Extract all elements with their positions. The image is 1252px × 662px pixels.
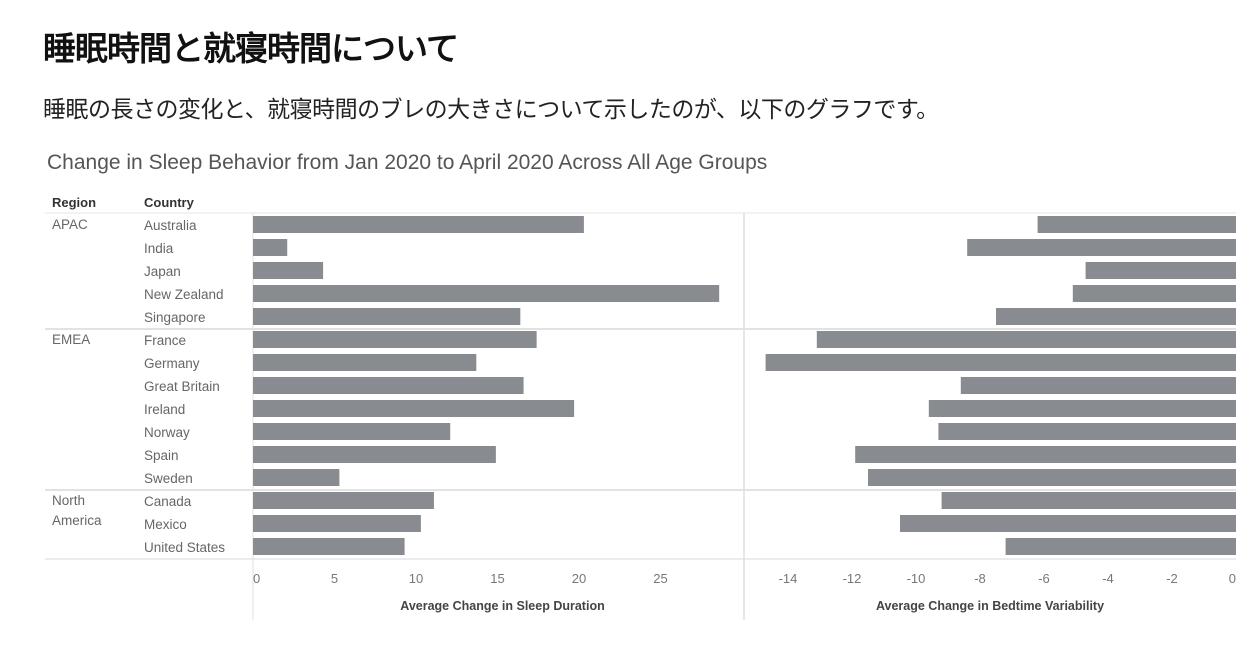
country-label: Great Britain bbox=[144, 379, 220, 394]
bedtime-variability-bar bbox=[928, 400, 1236, 417]
sleep-duration-bar bbox=[253, 446, 496, 463]
x-tick-label: 25 bbox=[653, 571, 667, 586]
bedtime-variability-bar bbox=[967, 239, 1236, 256]
region-label: EMEA bbox=[52, 332, 90, 347]
x-tick-label: 10 bbox=[409, 571, 423, 586]
page-heading: 睡眠時間と就寝時間について bbox=[43, 29, 459, 68]
country-label: India bbox=[144, 241, 174, 256]
x-tick-label: -10 bbox=[907, 571, 926, 586]
bedtime-variability-bar bbox=[900, 515, 1236, 532]
bedtime-variability-bar bbox=[960, 377, 1236, 394]
bedtime-variability-bar bbox=[816, 331, 1236, 348]
country-label: Spain bbox=[144, 448, 179, 463]
sleep-duration-bar bbox=[253, 492, 434, 509]
x-tick-label: -2 bbox=[1166, 571, 1178, 586]
country-label: United States bbox=[144, 540, 225, 555]
bedtime-variability-bar bbox=[938, 423, 1236, 440]
region-label: America bbox=[52, 513, 102, 528]
bedtime-variability-bar bbox=[855, 446, 1236, 463]
country-label: Ireland bbox=[144, 402, 185, 417]
x-tick-label: 5 bbox=[331, 571, 338, 586]
region-label: North bbox=[52, 493, 85, 508]
x-tick-label: -12 bbox=[843, 571, 862, 586]
country-label: Norway bbox=[144, 425, 190, 440]
chart-title: Change in Sleep Behavior from Jan 2020 t… bbox=[47, 151, 768, 174]
sleep-duration-bar bbox=[253, 423, 451, 440]
bedtime-variability-bar bbox=[941, 492, 1236, 509]
page-subtitle: 睡眠の長さの変化と、就寝時間のブレの大きさについて示したのが、以下のグラフです。 bbox=[43, 97, 939, 123]
country-label: New Zealand bbox=[144, 287, 224, 302]
sleep-duration-bar bbox=[253, 331, 537, 348]
x-tick-label: 0 bbox=[253, 571, 260, 586]
sleep-duration-bar bbox=[253, 308, 521, 325]
country-label: Mexico bbox=[144, 517, 187, 532]
country-label: Germany bbox=[144, 356, 200, 371]
sleep-duration-bar bbox=[253, 216, 584, 233]
sleep-duration-bar bbox=[253, 354, 477, 371]
country-label: Singapore bbox=[144, 310, 206, 325]
x-tick-label: 0 bbox=[1229, 571, 1236, 586]
bedtime-variability-bar bbox=[1005, 538, 1236, 555]
bedtime-variability-bar bbox=[868, 469, 1236, 486]
x-axis-title-bedtime-variability: Average Change in Bedtime Variability bbox=[876, 599, 1104, 613]
country-label: Sweden bbox=[144, 471, 193, 486]
sleep-duration-bar bbox=[253, 285, 720, 302]
sleep-duration-bar bbox=[253, 469, 340, 486]
sleep-duration-bar bbox=[253, 262, 324, 279]
x-tick-label: -8 bbox=[974, 571, 986, 586]
sleep-duration-bar bbox=[253, 400, 575, 417]
country-label: France bbox=[144, 333, 186, 348]
region-label: APAC bbox=[52, 217, 88, 232]
bedtime-variability-bar bbox=[1072, 285, 1236, 302]
country-label: Canada bbox=[144, 494, 192, 509]
sleep-duration-bar bbox=[253, 515, 421, 532]
x-tick-label: -4 bbox=[1102, 571, 1114, 586]
region-header: Region bbox=[52, 195, 96, 210]
x-tick-label: -14 bbox=[779, 571, 798, 586]
bedtime-variability-bar bbox=[996, 308, 1236, 325]
bedtime-variability-bar bbox=[1037, 216, 1236, 233]
x-tick-label: -6 bbox=[1038, 571, 1050, 586]
bedtime-variability-bar bbox=[765, 354, 1236, 371]
country-label: Australia bbox=[144, 218, 197, 233]
x-axis-title-sleep-duration: Average Change in Sleep Duration bbox=[400, 599, 604, 613]
country-header: Country bbox=[144, 195, 195, 210]
sleep-duration-bar bbox=[253, 377, 524, 394]
bedtime-variability-bar bbox=[1085, 262, 1236, 279]
sleep-duration-bar bbox=[253, 538, 405, 555]
sleep-duration-bar bbox=[253, 239, 288, 256]
x-tick-label: 20 bbox=[572, 571, 586, 586]
country-label: Japan bbox=[144, 264, 181, 279]
x-tick-label: 15 bbox=[490, 571, 504, 586]
